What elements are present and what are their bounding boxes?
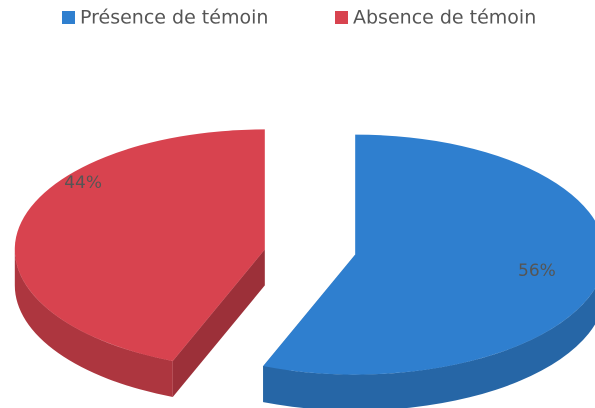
legend-label: Présence de témoin (80, 7, 268, 29)
slice-label: 44% (64, 173, 102, 193)
legend-label: Absence de témoin (353, 7, 536, 29)
slice (14, 129, 265, 361)
slice-side (14, 249, 173, 397)
slice-edge (172, 249, 265, 397)
legend-swatch (62, 11, 75, 24)
slice-side (263, 288, 595, 408)
slice (263, 134, 595, 375)
slice-label: 56% (518, 261, 556, 281)
legend-swatch (335, 11, 348, 24)
slice-tops (14, 129, 595, 375)
